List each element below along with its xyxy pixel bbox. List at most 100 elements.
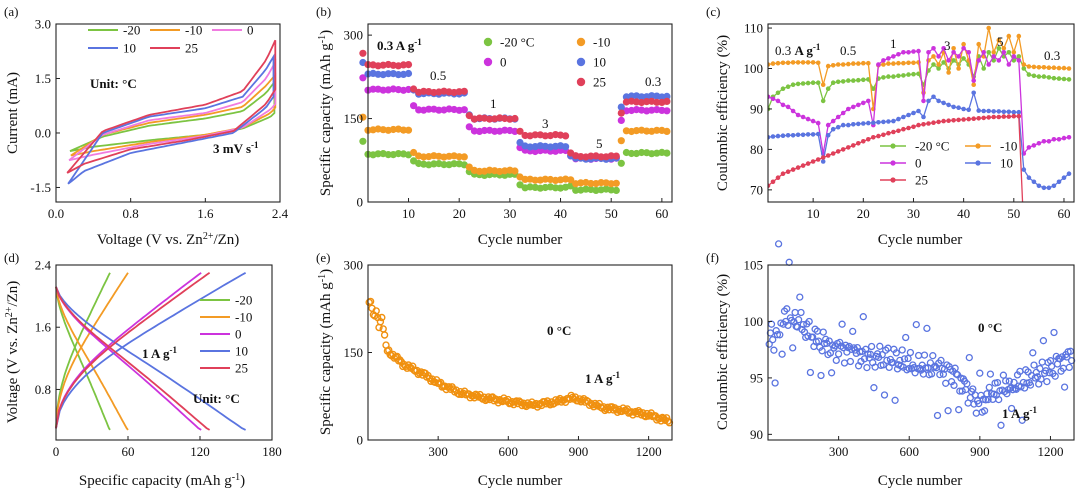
data-point — [1056, 65, 1062, 71]
data-point — [835, 149, 841, 154]
data-point — [775, 60, 781, 66]
data-point — [891, 54, 896, 59]
data-point — [898, 346, 906, 354]
data-point — [1056, 137, 1062, 142]
data-point — [770, 179, 776, 185]
legend-marker — [483, 57, 493, 67]
series--10 — [768, 25, 1072, 112]
axis-ticks: 0.0 0.8 1.6 2.4 -1.5 0.0 1.5 3.0 — [30, 17, 288, 222]
data-point — [871, 120, 876, 125]
data-point — [597, 153, 605, 161]
data-point — [896, 60, 901, 66]
series--10 — [359, 113, 671, 188]
data-point — [939, 370, 948, 378]
data-point — [785, 84, 791, 89]
data-point — [1061, 175, 1067, 180]
data-point — [825, 63, 831, 69]
data-point — [511, 127, 519, 135]
rate-0-3b-label: 0.3 — [1044, 48, 1060, 63]
data-point — [800, 60, 806, 65]
data-point — [971, 78, 976, 83]
data-point — [859, 313, 867, 321]
data-point — [775, 133, 781, 139]
data-point — [991, 54, 996, 59]
data-point — [1016, 113, 1022, 119]
data-point — [879, 361, 887, 369]
data-point — [861, 121, 866, 126]
data-point — [795, 165, 801, 170]
data-point — [465, 123, 473, 131]
y-tick-label: 0.8 — [35, 382, 51, 397]
data-point — [790, 82, 796, 87]
axis-ticks: 300 600 900 1200 0 150 300 — [344, 258, 662, 460]
data-point — [440, 161, 448, 169]
data-point — [1021, 62, 1027, 67]
data-point — [951, 118, 956, 123]
data-point — [880, 391, 889, 399]
data-point — [963, 380, 971, 388]
data-point — [800, 114, 806, 120]
data-point — [780, 60, 786, 66]
data-point — [971, 116, 976, 121]
y-tick-label: 110 — [744, 21, 763, 36]
data-point — [1002, 377, 1010, 385]
data-point — [976, 369, 984, 377]
data-point — [359, 74, 367, 82]
data-point — [906, 72, 911, 77]
data-point — [1039, 337, 1048, 345]
data-point — [856, 121, 861, 127]
data-point — [664, 417, 672, 425]
data-point — [805, 80, 811, 86]
data-point — [805, 132, 811, 137]
data-point — [986, 50, 991, 55]
y-axis-label: Coulombic efficiency (%) — [715, 35, 731, 191]
charge-curve--20 — [55, 272, 111, 429]
data-point — [1001, 114, 1007, 119]
data-point — [896, 52, 901, 57]
data-point — [986, 108, 991, 114]
x-axis-label: Voltage (V vs. Zn2+/Zn) — [97, 231, 240, 249]
charge-curve-10 — [55, 272, 247, 429]
data-point — [840, 79, 846, 84]
data-point — [410, 148, 418, 157]
legend-marker — [576, 77, 586, 87]
data-point — [460, 106, 468, 114]
data-point — [846, 106, 851, 112]
data-point — [861, 139, 866, 144]
data-point — [1031, 73, 1037, 79]
data-point — [961, 117, 966, 122]
data-point — [965, 353, 973, 362]
data-point — [1016, 58, 1022, 63]
panel-e-label: (e) — [316, 250, 330, 265]
data-point — [374, 70, 382, 78]
data-point — [901, 60, 906, 66]
data-point — [799, 320, 807, 329]
data-point — [927, 370, 936, 378]
data-point — [830, 151, 836, 156]
rate-1-label: 1 — [490, 96, 497, 111]
unit-annotation: Unit: °C — [90, 76, 137, 91]
data-point — [770, 134, 776, 139]
rate-5-label: 5 — [997, 34, 1004, 49]
data-point — [768, 183, 771, 189]
data-point — [1026, 145, 1032, 150]
data-point — [776, 331, 784, 339]
data-point — [866, 98, 871, 104]
data-point — [896, 73, 901, 79]
rate-0-3-label: 0.3 A g-1 — [377, 37, 422, 53]
data-point — [1066, 135, 1072, 140]
data-point — [881, 75, 886, 80]
data-point — [901, 114, 906, 120]
data-point — [991, 50, 996, 55]
data-point — [870, 384, 878, 392]
legend-marker — [483, 37, 493, 47]
data-point — [906, 50, 911, 55]
data-point — [966, 50, 971, 55]
data-point — [815, 157, 821, 162]
panel-b: (b) 10 20 30 40 50 60 0 150 300 -20 °C -10 0 10 25 0… — [316, 4, 673, 248]
data-point — [404, 69, 413, 78]
legend-label: -20 °C — [500, 35, 534, 50]
data-point — [876, 120, 881, 125]
data-point — [617, 159, 625, 167]
